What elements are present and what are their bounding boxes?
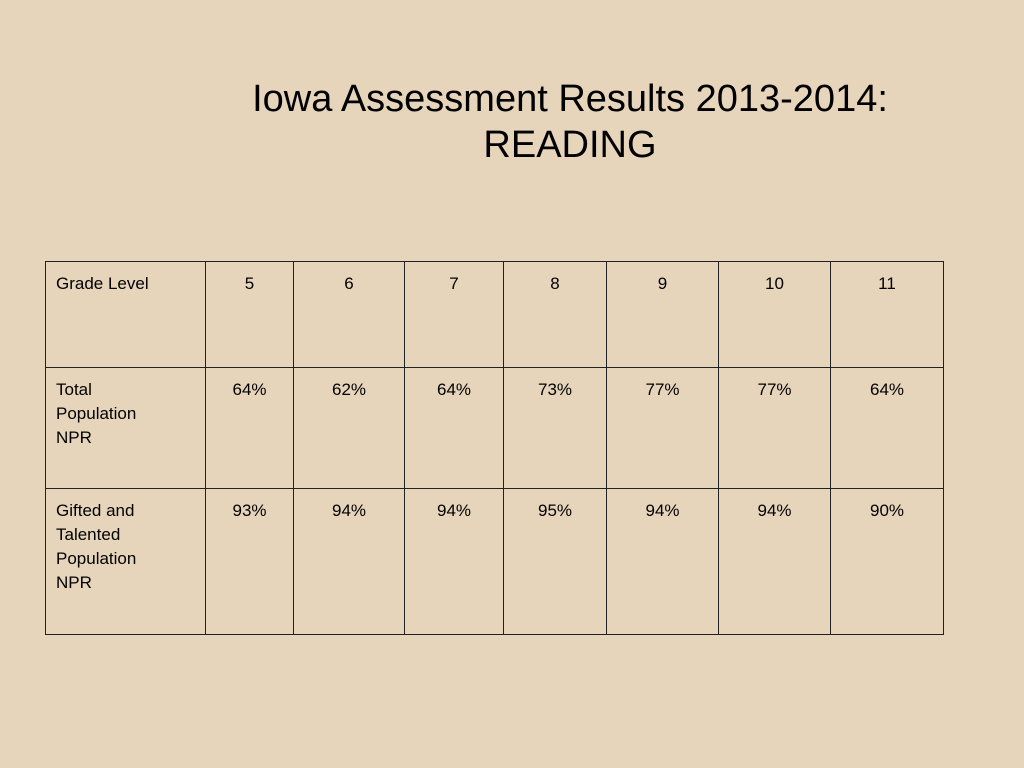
cell-text: 94%	[757, 501, 792, 520]
row-label: Total Population NPR	[56, 380, 137, 447]
cell-text: 7	[449, 274, 459, 293]
value-cell: 94%	[404, 488, 504, 635]
value-cell: 64%	[205, 367, 294, 489]
cell-text: 8	[550, 274, 560, 293]
value-cell: 94%	[718, 488, 831, 635]
table-row: Gifted and Talented Population NPR 93% 94%…	[45, 488, 944, 635]
cell-text: 64%	[232, 380, 267, 399]
cell-text: 77%	[757, 380, 792, 399]
value-cell: 10	[718, 261, 831, 368]
cell-text: 64%	[436, 380, 472, 399]
value-cell: 62%	[293, 367, 405, 489]
value-cell: 6	[293, 261, 405, 368]
cell-text: 11	[878, 274, 896, 293]
slide-title: Iowa Assessment Results 2013-2014: READI…	[100, 76, 1024, 168]
cell-text: 90%	[869, 501, 905, 520]
value-cell: 90%	[830, 488, 944, 635]
cell-text: 73%	[537, 380, 573, 399]
title-line: READING	[483, 124, 657, 166]
value-cell: 94%	[293, 488, 405, 635]
row-label: Gifted and Talented Population NPR	[56, 501, 137, 592]
row-label-cell: Grade Level	[45, 261, 206, 368]
value-cell: 73%	[503, 367, 607, 489]
value-cell: 64%	[830, 367, 944, 489]
value-cell: 8	[503, 261, 607, 368]
row-label-cell: Gifted and Talented Population NPR	[45, 488, 206, 635]
table-row: Total Population NPR 64% 62% 64% 73% 77% 77% 64…	[45, 367, 944, 489]
cell-text: 64%	[869, 380, 905, 399]
title-line: Iowa Assessment Results 2013-2014:	[252, 78, 888, 120]
table-row: Grade Level 5 6 7 8 9 10 11	[45, 261, 944, 368]
row-label: Grade Level	[56, 274, 149, 293]
cell-text: 94%	[331, 501, 367, 520]
value-cell: 64%	[404, 367, 504, 489]
value-cell: 9	[606, 261, 719, 368]
cell-text: 77%	[645, 380, 680, 399]
row-label-cell: Total Population NPR	[45, 367, 206, 489]
cell-text: 5	[244, 274, 255, 293]
cell-text: 9	[657, 274, 668, 293]
value-cell: 93%	[205, 488, 294, 635]
value-cell: 5	[205, 261, 294, 368]
cell-text: 94%	[645, 501, 680, 520]
cell-text: 95%	[537, 501, 573, 520]
results-table: Grade Level 5 6 7 8 9 10 11 Total Population NPR…	[45, 261, 944, 635]
cell-text: 10	[765, 274, 784, 293]
value-cell: 7	[404, 261, 504, 368]
value-cell: 77%	[606, 367, 719, 489]
cell-text: 93%	[232, 501, 267, 520]
value-cell: 77%	[718, 367, 831, 489]
value-cell: 11	[830, 261, 944, 368]
cell-text: 6	[344, 274, 354, 293]
value-cell: 95%	[503, 488, 607, 635]
value-cell: 94%	[606, 488, 719, 635]
cell-text: 94%	[436, 501, 472, 520]
cell-text: 62%	[331, 380, 367, 399]
